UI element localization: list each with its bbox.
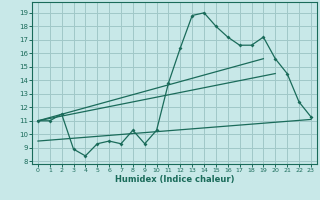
X-axis label: Humidex (Indice chaleur): Humidex (Indice chaleur) — [115, 175, 234, 184]
